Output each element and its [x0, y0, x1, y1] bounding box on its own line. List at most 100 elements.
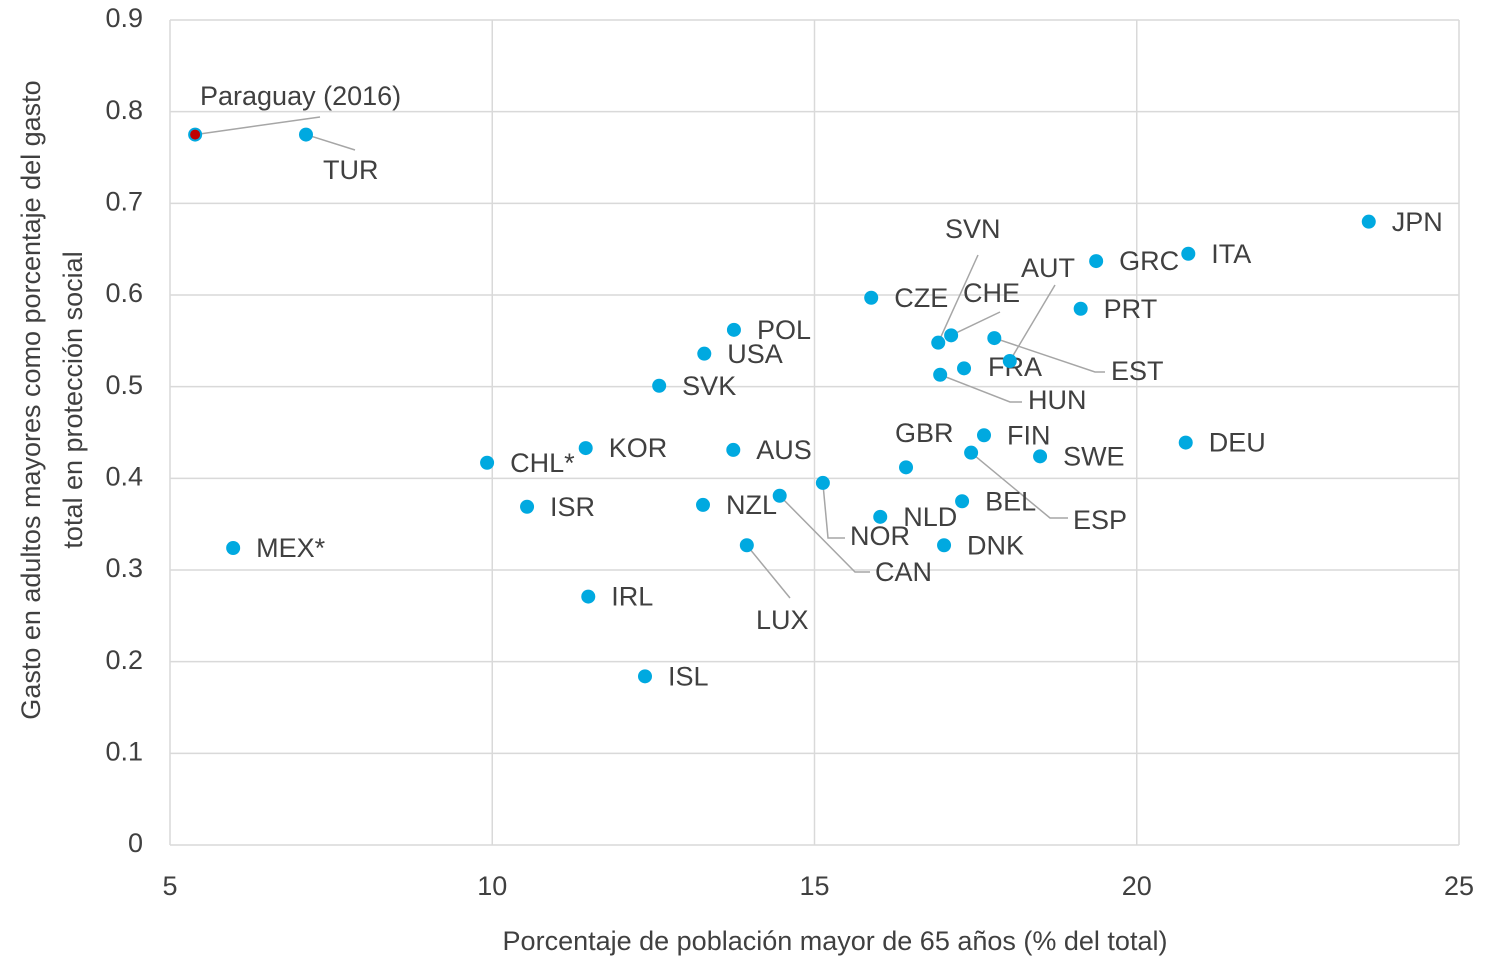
- point: [964, 445, 979, 460]
- point: [726, 322, 741, 337]
- y-tick-label: 0.1: [105, 736, 143, 766]
- y-tick-label: 0.6: [105, 278, 143, 308]
- point-label: ISL: [668, 661, 709, 691]
- point-label: HUN: [1028, 385, 1087, 415]
- point: [933, 367, 948, 382]
- point: [772, 488, 787, 503]
- point-label: LUX: [756, 605, 809, 635]
- y-tick-label: 0.2: [105, 645, 143, 675]
- point: [977, 428, 992, 443]
- point-label: CAN: [875, 557, 932, 587]
- point: [637, 669, 652, 684]
- point: [899, 460, 914, 475]
- point: [480, 455, 495, 470]
- point: [957, 361, 972, 376]
- leader-line: [970, 452, 1068, 519]
- point: [652, 378, 667, 393]
- point: [955, 494, 970, 509]
- point-label: BEL: [985, 486, 1036, 516]
- leader-line: [994, 337, 1105, 373]
- point: [944, 328, 959, 343]
- point-label: NOR: [850, 521, 910, 551]
- point: [739, 538, 754, 553]
- point: [726, 442, 741, 457]
- point: [987, 331, 1002, 346]
- leader-line: [779, 495, 870, 573]
- point-label: EST: [1111, 356, 1164, 386]
- y-axis-label-line: total en protección social: [58, 251, 88, 548]
- point: [696, 497, 711, 512]
- leader-line: [305, 133, 356, 151]
- y-tick-label: 0.4: [105, 461, 143, 491]
- point: [1089, 254, 1104, 269]
- point-label: GBR: [895, 418, 954, 448]
- point: [578, 441, 593, 456]
- y-tick-label: 0.5: [105, 370, 143, 400]
- point: [188, 127, 203, 142]
- point-label: AUS: [756, 435, 812, 465]
- point: [520, 499, 535, 514]
- y-tick-label: 0.7: [105, 186, 143, 216]
- point-label: TUR: [323, 155, 379, 185]
- point-label: CZE: [894, 283, 948, 313]
- point-label: CHL*: [510, 448, 575, 478]
- point-label: KOR: [609, 433, 668, 463]
- point: [226, 541, 241, 555]
- point-label: DNK: [967, 530, 1024, 560]
- x-tick-label: 25: [1444, 871, 1474, 901]
- point-label: CHE: [963, 278, 1020, 308]
- point-label: MEX*: [256, 533, 326, 563]
- point-label: POL: [757, 315, 811, 345]
- point-label: AUT: [1021, 253, 1075, 283]
- y-tick-label: 0.8: [105, 95, 143, 125]
- point: [873, 509, 888, 524]
- point-label: ESP: [1073, 505, 1127, 535]
- point-label: ISR: [550, 492, 595, 522]
- x-axis-label: Porcentaje de población mayor de 65 años…: [503, 926, 1168, 956]
- point: [1002, 354, 1017, 368]
- point-label: PRT: [1104, 294, 1158, 324]
- leader-line: [1009, 284, 1056, 362]
- point-label: SVK: [682, 371, 736, 401]
- point-label: JPN: [1392, 207, 1443, 237]
- y-tick-label: 0: [128, 828, 143, 858]
- y-axis-label-line: Gasto en adultos mayores como porcentaje…: [16, 80, 46, 719]
- point-label: IRL: [611, 582, 653, 612]
- leader-line: [195, 116, 321, 136]
- point-label: SWE: [1063, 441, 1125, 471]
- point: [864, 290, 879, 305]
- point: [1073, 301, 1088, 316]
- point: [298, 127, 313, 142]
- point-label: GRC: [1119, 246, 1179, 276]
- y-tick-label: 0.3: [105, 553, 143, 583]
- point-label: ITA: [1211, 239, 1251, 269]
- leader-line: [822, 482, 845, 539]
- point: [1178, 435, 1193, 450]
- leader-line: [937, 254, 979, 343]
- point-label: SVN: [945, 214, 1001, 244]
- point: [931, 335, 946, 350]
- point-label: Paraguay (2016): [200, 81, 401, 111]
- leader-line: [950, 311, 1001, 337]
- point: [1033, 449, 1048, 464]
- leader-line: [746, 544, 791, 599]
- point: [1361, 214, 1376, 229]
- point-label: NLD: [903, 502, 957, 532]
- point-label: NZL: [726, 490, 777, 520]
- y-axis-label: Gasto en adultos mayores como porcentaje…: [16, 80, 88, 719]
- point: [581, 589, 596, 604]
- x-tick-label: 20: [1122, 871, 1152, 901]
- x-tick-label: 5: [162, 871, 177, 901]
- point: [697, 346, 712, 361]
- y-tick-label: 0.9: [105, 3, 143, 33]
- point: [1181, 246, 1196, 261]
- x-tick-label: 15: [799, 871, 829, 901]
- point: [937, 538, 952, 553]
- leader-line: [939, 374, 1022, 403]
- x-tick-label: 10: [477, 871, 507, 901]
- point-label: DEU: [1209, 428, 1266, 458]
- point: [815, 475, 830, 490]
- point-label: USA: [727, 339, 783, 369]
- point-label: FIN: [1007, 420, 1050, 450]
